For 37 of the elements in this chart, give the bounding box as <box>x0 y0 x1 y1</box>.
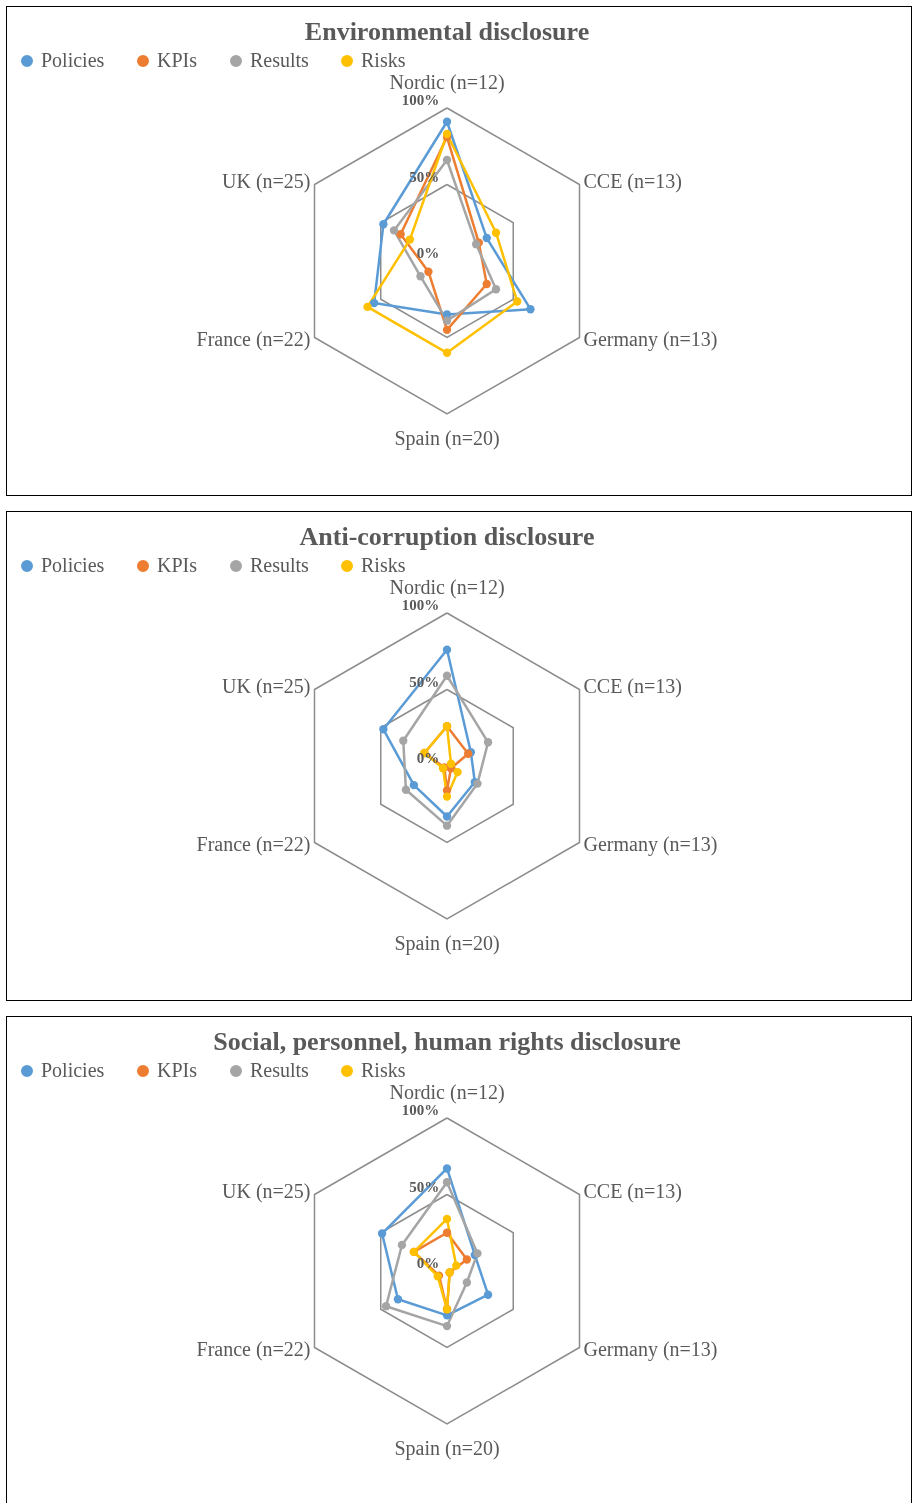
legend-label: Risks <box>361 1059 406 1081</box>
legend-label: Policies <box>41 554 105 576</box>
spoke-label: CCE (n=13) <box>583 1180 682 1204</box>
spoke-label: Spain (n=20) <box>394 1437 500 1461</box>
spoke-label: France (n=22) <box>196 1337 311 1361</box>
legend-label: Results <box>250 1059 310 1081</box>
chart-title: Anti-corruption disclosure <box>299 522 595 551</box>
spoke-label: Germany (n=13) <box>583 327 718 351</box>
spoke-label: Germany (n=13) <box>583 1337 718 1361</box>
y-tick-label: 100% <box>401 92 440 109</box>
legend-label: Policies <box>41 1059 105 1081</box>
spoke-label: Nordic (n=12) <box>389 1080 505 1104</box>
legend-label: KPIs <box>157 554 198 576</box>
y-tick-label: 100% <box>401 1102 440 1119</box>
chart-title: Environmental disclosure <box>304 17 590 46</box>
spoke-label: Nordic (n=12) <box>389 70 505 94</box>
spoke-label: Spain (n=20) <box>394 427 500 451</box>
spoke-label: UK (n=25) <box>222 1180 311 1204</box>
spoke-label: CCE (n=13) <box>583 675 682 699</box>
legend-label: Risks <box>361 49 406 71</box>
spoke-label: Germany (n=13) <box>583 832 718 856</box>
legend-label: Results <box>250 554 310 576</box>
spoke-label: Nordic (n=12) <box>389 575 505 599</box>
y-tick-label: 100% <box>401 597 440 614</box>
legend-label: Risks <box>361 554 406 576</box>
spoke-label: France (n=22) <box>196 832 311 856</box>
spoke-label: Spain (n=20) <box>394 932 500 956</box>
legend-label: KPIs <box>157 49 198 71</box>
legend-label: Policies <box>41 49 105 71</box>
spoke-label: UK (n=25) <box>222 170 311 194</box>
chart-title: Social, personnel, human rights disclosure <box>213 1027 681 1056</box>
spoke-label: CCE (n=13) <box>583 170 682 194</box>
legend-label: KPIs <box>157 1059 198 1081</box>
spoke-label: UK (n=25) <box>222 675 311 699</box>
legend-label: Results <box>250 49 310 71</box>
y-tick-label: 0% <box>416 245 440 262</box>
spoke-label: France (n=22) <box>196 327 311 351</box>
